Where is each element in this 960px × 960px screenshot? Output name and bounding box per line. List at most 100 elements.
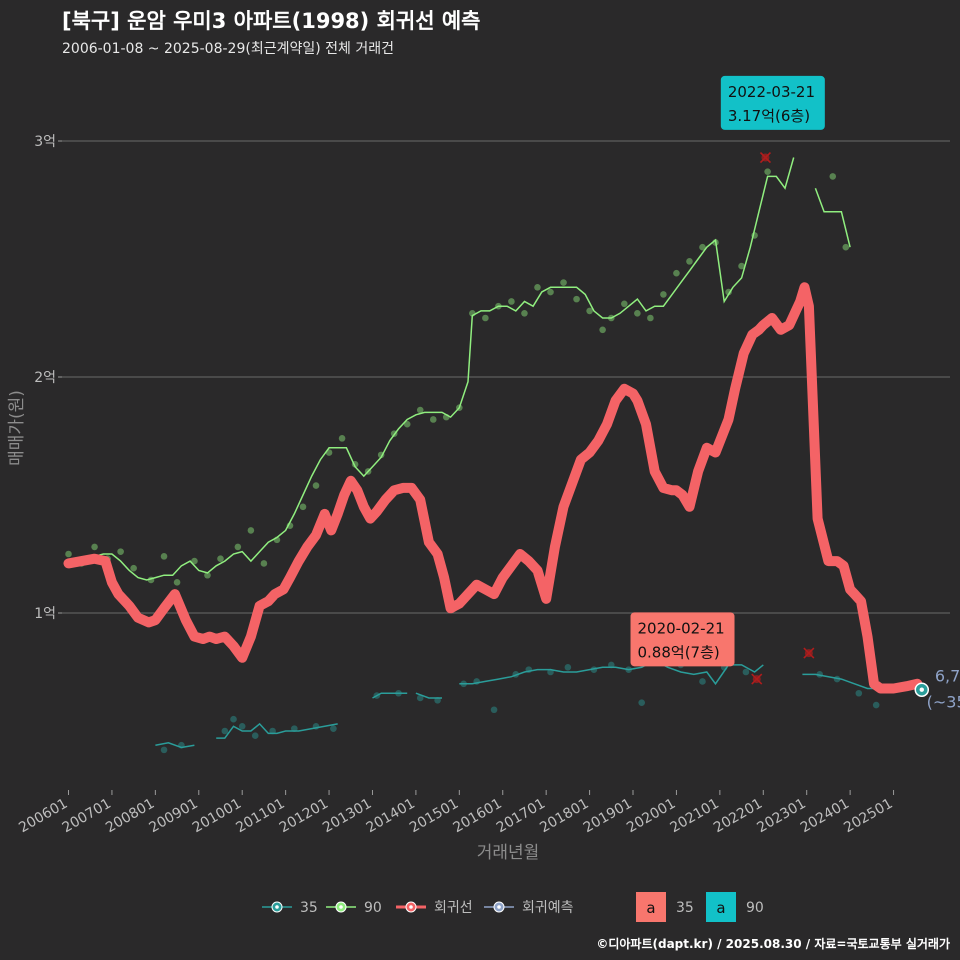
regression-line [63,282,923,694]
data-point-90 [338,435,346,442]
data-point-35 [564,663,572,671]
legend-label: 90 [364,900,382,916]
data-point-90 [247,527,255,534]
source-caption: ©디아파트(dapt.kr) / 2025.08.30 / 자료=국토교통부 실… [596,936,950,951]
legend-box-label: 35 [676,900,694,916]
y-axis-ticks: 1억 2억 3억 [34,134,62,622]
data-point-90 [204,571,211,579]
legend-key-dot-core [339,905,343,909]
data-point-90 [560,279,567,286]
legend-box-glyph: a [646,899,655,917]
legend-key-dot-core [409,905,413,909]
data-point-35 [221,727,229,735]
series-line-35 [415,692,442,699]
legend-box-swatch [636,892,666,922]
data-point-35 [230,715,237,723]
y-tick-label: 1억 [34,606,56,622]
forecast-unit-label: (~35㎡) [927,693,960,712]
x-axis-title: 거래년월 [477,843,540,863]
data-point-35 [855,689,863,697]
legend-key-dot-core [497,905,501,909]
forecast-value-label: 6,750 [935,667,960,686]
data-point-90 [660,291,667,298]
data-point-90 [160,553,168,560]
series-line-35 [459,659,764,686]
data-point-90 [764,168,771,175]
data-point-35 [238,722,246,730]
data-point-90 [508,298,515,305]
data-point-35 [330,725,337,732]
legend-label: 회귀선 [434,900,473,916]
data-point-90 [217,555,224,563]
data-point-35 [251,732,259,740]
legend-label: 35 [300,900,318,916]
data-point-90 [586,307,593,315]
data-point-90 [416,406,424,414]
data-point-90 [686,258,693,265]
data-point-90 [699,243,706,251]
legend-key-dot-core [275,905,279,909]
data-point-90 [634,309,641,317]
data-point-35 [699,678,706,685]
data-point-90 [842,243,850,251]
data-point-35 [638,699,645,706]
canceled-x-marker [759,151,772,164]
data-point-90 [673,269,680,277]
data-point-90 [65,550,72,558]
legend-box-label: 90 [746,900,764,916]
legend-box-swatch [706,892,736,922]
data-point-35 [872,701,880,709]
data-point-35 [490,706,498,714]
data-point-90 [191,557,198,565]
y-tick-label: 3억 [34,134,56,150]
data-point-90 [738,262,745,270]
legend-box-glyph: a [716,899,725,917]
series-line-90 [814,187,851,248]
data-point-90 [299,503,307,511]
data-point-90 [621,300,628,308]
callout-top-box [720,75,825,130]
series-line-90 [68,157,795,581]
data-point-90 [260,560,268,567]
data-point-90 [312,482,320,489]
data-point-90 [547,288,554,296]
series-line-35 [155,742,195,749]
data-point-90 [647,314,654,322]
data-point-90 [234,543,242,551]
callout-mid-value: 0.88억(7층) [638,643,720,661]
data-point-90 [599,326,606,334]
data-point-90 [403,420,411,428]
canceled-x-marker [751,673,763,685]
data-point-90 [573,295,580,303]
callout-top-value: 3.17억(6층) [728,107,810,125]
callout-top-date: 2022-03-21 [728,83,815,101]
data-point-90 [829,173,837,180]
chart-subtitle: 2006-01-08 ~ 2025-08-29(최근계약일) 전체 거래건 [62,41,394,57]
data-point-35 [160,746,168,754]
callout-mid-date: 2020-02-21 [638,619,725,637]
y-tick-label: 2억 [34,370,56,386]
data-point-90 [91,543,98,551]
data-point-90 [482,314,489,322]
chart-title: [북구] 운암 우미3 아파트(1998) 회귀선 예측 [62,9,480,33]
data-point-35 [742,668,750,676]
data-point-90 [521,309,528,317]
data-point-90 [534,284,541,291]
data-point-90 [429,416,437,423]
canceled-x-marker [803,647,815,659]
gridlines [62,140,950,614]
legend-label: 회귀예측 [522,900,574,916]
data-point-90 [130,564,137,572]
callout-mid-box [630,612,735,667]
annotations: 2022-03-21 3.17억(6층) 2020-02-21 0.88억(7층) 6,… [630,75,960,712]
plot-area [63,151,930,754]
series-line-35 [372,692,408,699]
data-point-35 [416,694,424,702]
legend: 35 90 회귀선 회귀예측 a 35 a 90 [262,892,764,922]
data-point-90 [173,579,181,586]
series-line-35 [216,722,338,739]
data-point-90 [117,548,124,555]
y-axis-title: 매매가(원) [7,390,27,466]
